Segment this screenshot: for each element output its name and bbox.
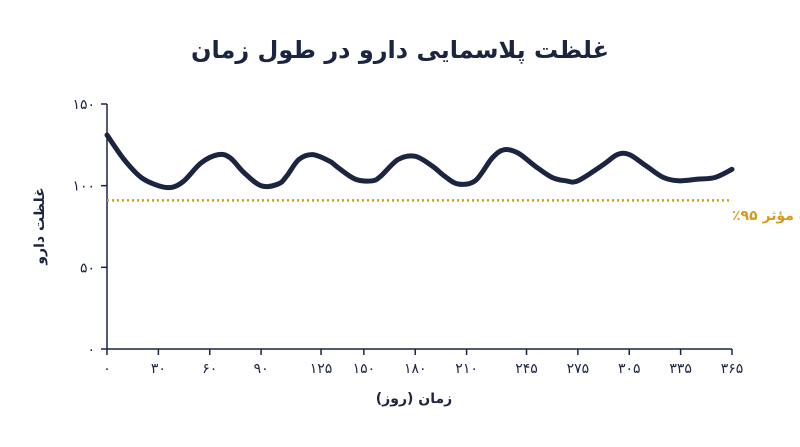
x-tick-label: ۱۵۰ — [353, 361, 376, 377]
concentration-line — [104, 132, 735, 191]
y-tick-label: ۰ — [87, 342, 95, 358]
x-tick-label: ۳۳۵ — [669, 361, 692, 377]
x-tick-label: ۱۸۰ — [404, 361, 427, 377]
x-tick-label: ۱۲۵ — [310, 361, 333, 377]
x-axis-title: زمان (روز) — [376, 391, 452, 407]
x-tick-label: ۳۰۵ — [618, 361, 641, 377]
x-tick-label: ۹۰ — [254, 361, 269, 377]
x-tick-label: ۲۷۵ — [567, 361, 590, 377]
x-tick-label: ۳۶۵ — [721, 361, 744, 377]
y-axis-title: غلظت دارو — [32, 187, 48, 265]
y-tick-label: ۱۵۰ — [72, 97, 95, 113]
x-tick-label: ۶۰ — [202, 361, 217, 377]
x-tick-label: ۲۱۰ — [455, 361, 478, 377]
x-tick-label: ۳۰ — [151, 361, 166, 377]
chart-title: غلظت پلاسمایی دارو در طول زمان — [190, 36, 610, 64]
y-tick-label: ۵۰ — [80, 260, 95, 276]
y-tick-label: ۱۰۰ — [72, 179, 95, 195]
x-tick-label: ۰ — [103, 361, 111, 377]
threshold-label: آستانه غلظت مؤثر ۹۵٪ — [732, 206, 800, 224]
x-tick-label: ۲۴۵ — [515, 361, 538, 377]
